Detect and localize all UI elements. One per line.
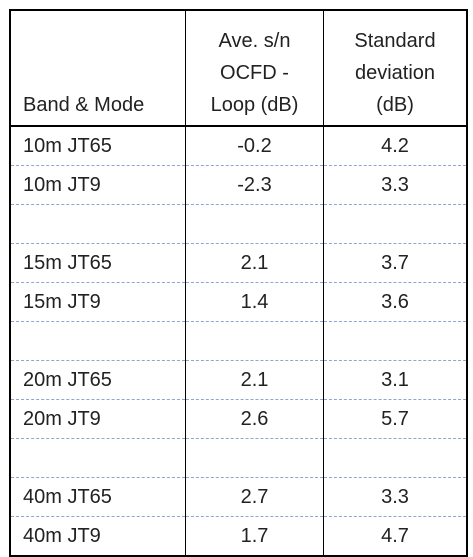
table-cell: 4.7 [381,524,409,547]
table-cell: 15m JT9 [10,282,186,322]
table-row: 10m JT65 -0.2 4.2 [10,126,467,166]
header-row: Band & Mode Ave. s/n OCFD - Loop (dB) Standa… [10,10,467,127]
table-cell: 3.3 [323,165,467,205]
table-cell: 2.1 [185,360,324,400]
table-cell: 3.6 [323,282,467,322]
table-row: 20m JT65 2.1 3.1 [10,360,467,400]
header-text: Loop (dB) [210,94,299,116]
table-cell: 3.3 [323,477,467,517]
data-table: Band & Mode Ave. s/n OCFD - Loop (dB) Standa… [9,9,468,557]
table-cell: 10m JT65 [10,126,186,166]
empty-cell [185,321,324,361]
empty-cell [10,438,186,478]
empty-cell [185,438,324,478]
header-text: Band & Mode [23,94,145,116]
table-cell: 40m JT65 [10,477,186,517]
table-row: 10m JT9 -2.3 3.3 [10,165,467,205]
table-cell: 20m JT9 [10,399,186,439]
table-cell: 10m JT9 [10,165,186,205]
table-cell: -2.3 [185,165,324,205]
empty-cell [323,438,467,478]
table-cell: 2.7 [185,477,324,517]
table-cell: 5.7 [323,399,467,439]
spacer-row [10,204,467,244]
table-cell: 1.7 [185,516,324,556]
table-cell: 15m JT65 [10,243,186,283]
spacer-row [10,321,467,361]
table-cell: 4.2 [323,126,467,166]
header-text: deviation [354,62,436,84]
table-row: 15m JT9 1.4 3.6 [10,282,467,322]
empty-cell [185,204,324,244]
spacer-row [10,438,467,478]
table-header: Band & Mode Ave. s/n OCFD - Loop (dB) Standa… [10,10,467,127]
header-text: Ave. s/n [218,30,291,52]
empty-cell [10,321,186,361]
header-cell: Ave. s/n OCFD - Loop (dB) [185,10,324,127]
header-text: Standard [354,30,436,52]
header-cell: Standard deviation (dB) [323,10,467,127]
empty-cell [323,204,467,244]
header-text: (dB) [376,94,414,116]
table-cell: -0.2 [185,126,324,166]
header-cell: Band & Mode [10,10,186,127]
table-cell: 40m JT9 [10,516,186,556]
table-cell: 2.6 [185,399,324,439]
table-cell: 2.1 [185,243,324,283]
empty-cell [323,321,467,361]
table-row: 15m JT65 2.1 3.7 [10,243,467,283]
table-body: 10m JT65 -0.2 4.2 10m JT9 -2.3 3.3 15m JT65 2.1… [10,126,467,556]
header-text: OCFD - [220,62,289,84]
table-cell: 1.4 [185,282,324,322]
table-cell: 20m JT65 [10,360,186,400]
table-cell: 3.1 [323,360,467,400]
table-cell: 3.7 [323,243,467,283]
page: Band & Mode Ave. s/n OCFD - Loop (dB) Standa… [9,9,468,557]
table-row: 40m JT9 1.7 4.7 [10,516,467,556]
table-row: 40m JT65 2.7 3.3 [10,477,467,517]
table-row: 20m JT9 2.6 5.7 [10,399,467,439]
empty-cell [10,204,186,244]
